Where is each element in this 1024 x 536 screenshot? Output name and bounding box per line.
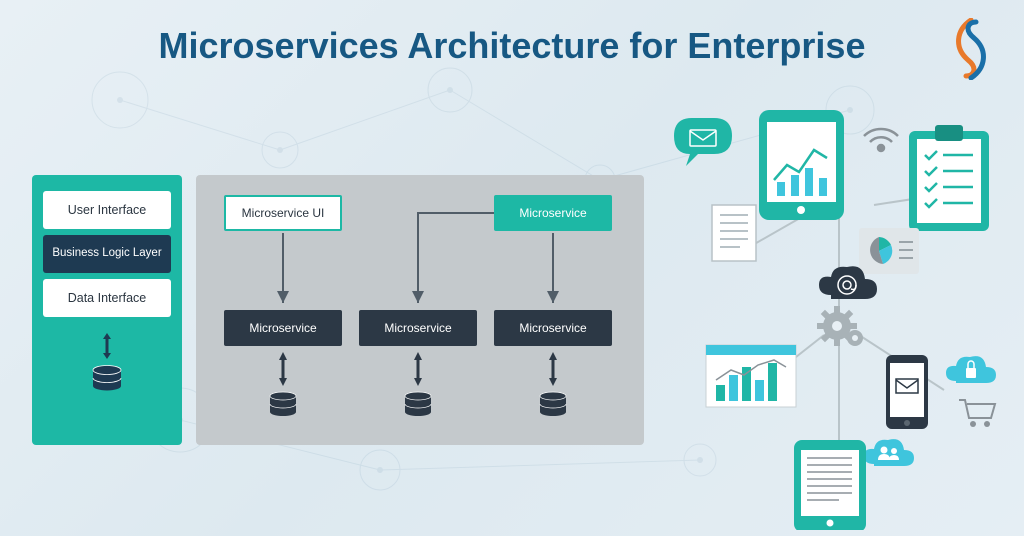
infographic-cluster [664,110,1014,530]
db-arrow-3 [528,350,578,430]
phone-mail-icon [886,355,928,429]
tablet-document-icon [794,440,866,530]
bidirectional-arrow-icon [99,331,115,361]
brand-logo [946,18,996,80]
db-arrow-2 [393,350,443,430]
mail-bubble-icon [674,118,732,166]
microservices-panel: Microservice UI Microservice Microservic… [196,175,644,445]
clipboard-icon [909,125,989,231]
monolith-panel: User Interface Business Logic Layer Data… [32,175,182,445]
monolith-box-data: Data Interface [43,279,171,317]
db-arrow-1 [258,350,308,430]
bar-chart-card-icon [706,345,796,407]
lock-cloud-icon [946,356,996,383]
diagram-area: User Interface Business Logic Layer Data… [32,175,644,445]
tablet-chart-icon [759,110,844,220]
database-icon [90,365,124,395]
cart-icon [959,400,995,427]
pie-card-icon [859,228,919,274]
gears-icon [817,306,863,346]
document-icon [712,205,756,261]
page-title: Microservices Architecture for Enterpris… [159,25,866,67]
monolith-box-logic: Business Logic Layer [43,235,171,273]
users-cloud-icon [864,439,914,466]
wifi-icon [864,129,898,151]
monolith-box-ui: User Interface [43,191,171,229]
